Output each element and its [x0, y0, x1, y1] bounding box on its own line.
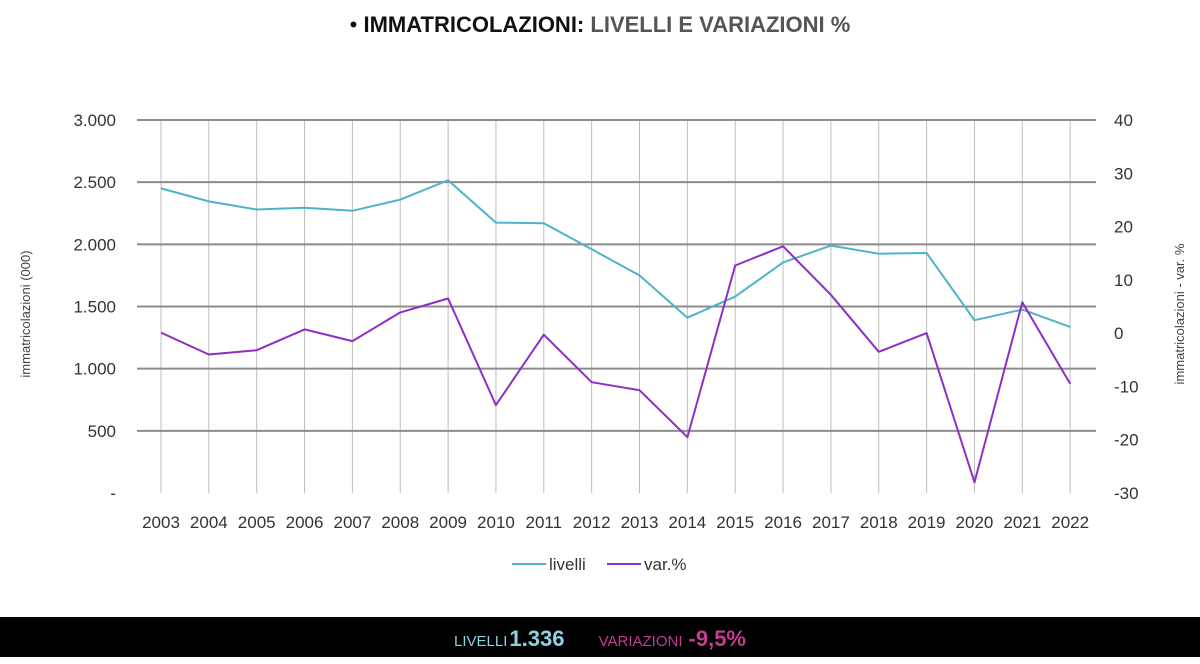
y-right-tick-label: 40	[1114, 111, 1133, 130]
title-sub: LIVELLI E VARIAZIONI %	[590, 12, 851, 37]
legend: livelli var.%	[512, 555, 687, 574]
x-tick-label: 2016	[764, 513, 802, 532]
x-tick-label: 2007	[333, 513, 371, 532]
grid	[137, 119, 1096, 493]
y-left-tick-label: 1.000	[73, 360, 116, 379]
summary-bar: LIVELLI1.336 VARIAZIONI -9,5%	[0, 617, 1200, 657]
legend-label: livelli	[549, 555, 586, 574]
x-tick-label: 2009	[429, 513, 467, 532]
x-tick-label: 2019	[908, 513, 946, 532]
y-left-tick-label: 2.000	[73, 235, 116, 254]
y-right-tick-label: -30	[1114, 484, 1139, 503]
title-bullet: •	[349, 12, 358, 37]
chart-title: • IMMATRICOLAZIONI: LIVELLI E VARIAZIONI…	[0, 12, 1200, 38]
y-axis-left-label: immatricolazioni (000)	[18, 250, 33, 377]
y-right-tick-label: 10	[1114, 271, 1133, 290]
series-line-livelli	[160, 179, 1071, 328]
y-right-tick-label: -10	[1114, 377, 1139, 396]
y-left-tick-label: -	[110, 484, 116, 503]
y-right-tick-label: 0	[1114, 324, 1123, 343]
x-tick-label: 2020	[956, 513, 994, 532]
y-right-tick-label: 30	[1114, 164, 1133, 183]
y-right-tick-label: 20	[1114, 218, 1133, 237]
y-axis-right-label: immatricolazioni - var. %	[1172, 243, 1187, 384]
x-tick-label: 2012	[573, 513, 611, 532]
x-tick-label: 2014	[668, 513, 706, 532]
x-tick-label: 2015	[716, 513, 754, 532]
x-tick-label: 2018	[860, 513, 898, 532]
y-right-tick-label: -20	[1114, 431, 1139, 450]
x-tick-label: 2011	[526, 513, 563, 532]
y-left-tick-label: 1.500	[73, 298, 116, 317]
livelli-label: LIVELLI	[454, 633, 508, 650]
x-tick-label: 2021	[1003, 513, 1041, 532]
series-line-var	[160, 245, 1072, 484]
x-tick-label: 2017	[812, 513, 850, 532]
title-main: IMMATRICOLAZIONI:	[363, 12, 585, 37]
series-lines	[160, 179, 1072, 484]
variazioni-label: VARIAZIONI	[598, 633, 683, 650]
x-tick-label: 2003	[142, 513, 180, 532]
x-tick-label: 2005	[238, 513, 276, 532]
x-tick-label: 2006	[286, 513, 324, 532]
line-chart: - 500 1.000 1.500 2.000 2.500 3.000 -30 -20 -10 0 1…	[18, 111, 1187, 574]
x-tick-label: 2010	[477, 513, 515, 532]
y-left-tick-label: 2.500	[73, 173, 116, 192]
y-left-tick-label: 500	[88, 422, 116, 441]
x-tick-label: 2022	[1051, 513, 1089, 532]
livelli-value: 1.336	[509, 626, 565, 651]
x-tick-label: 2008	[381, 513, 419, 532]
y-left-tick-label: 3.000	[73, 111, 116, 130]
variazioni-value: -9,5%	[688, 626, 746, 651]
legend-label: var.%	[644, 555, 687, 574]
x-tick-label: 2004	[190, 513, 228, 532]
x-tick-label: 2013	[621, 513, 659, 532]
tick-labels: - 500 1.000 1.500 2.000 2.500 3.000 -30 -20 -10 0 1…	[73, 111, 1138, 532]
